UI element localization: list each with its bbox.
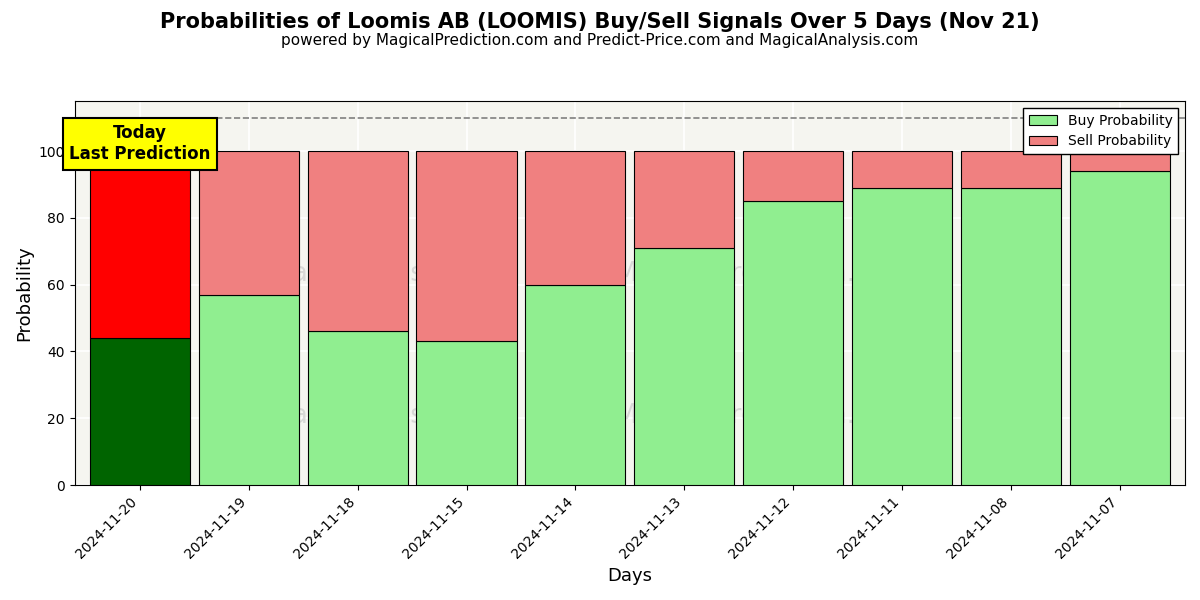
Bar [307, 331, 408, 485]
Bar [961, 188, 1061, 485]
Bar [199, 295, 299, 485]
Text: MagicalPrediction.com: MagicalPrediction.com [614, 403, 912, 429]
Bar [526, 151, 625, 284]
Text: MagicalPrediction.com: MagicalPrediction.com [614, 261, 912, 287]
Text: powered by MagicalPrediction.com and Predict-Price.com and MagicalAnalysis.com: powered by MagicalPrediction.com and Pre… [281, 33, 919, 48]
Legend: Buy Probability, Sell Probability: Buy Probability, Sell Probability [1024, 108, 1178, 154]
Bar [90, 338, 190, 485]
Bar [743, 151, 844, 201]
Bar [90, 151, 190, 338]
Text: Probabilities of Loomis AB (LOOMIS) Buy/Sell Signals Over 5 Days (Nov 21): Probabilities of Loomis AB (LOOMIS) Buy/… [160, 12, 1040, 32]
Bar [634, 248, 734, 485]
X-axis label: Days: Days [607, 567, 653, 585]
Text: MagicalAnalysis.com: MagicalAnalysis.com [215, 261, 490, 287]
Bar [634, 151, 734, 248]
Bar [416, 341, 517, 485]
Bar [852, 151, 952, 188]
Bar [743, 201, 844, 485]
Bar [307, 151, 408, 331]
Bar [416, 151, 517, 341]
Bar [199, 151, 299, 295]
Text: Today
Last Prediction: Today Last Prediction [70, 124, 211, 163]
Bar [852, 188, 952, 485]
Bar [1069, 171, 1170, 485]
Bar [961, 151, 1061, 188]
Y-axis label: Probability: Probability [16, 245, 34, 341]
Bar [1069, 151, 1170, 171]
Bar [526, 284, 625, 485]
Text: MagicalAnalysis.com: MagicalAnalysis.com [215, 403, 490, 429]
